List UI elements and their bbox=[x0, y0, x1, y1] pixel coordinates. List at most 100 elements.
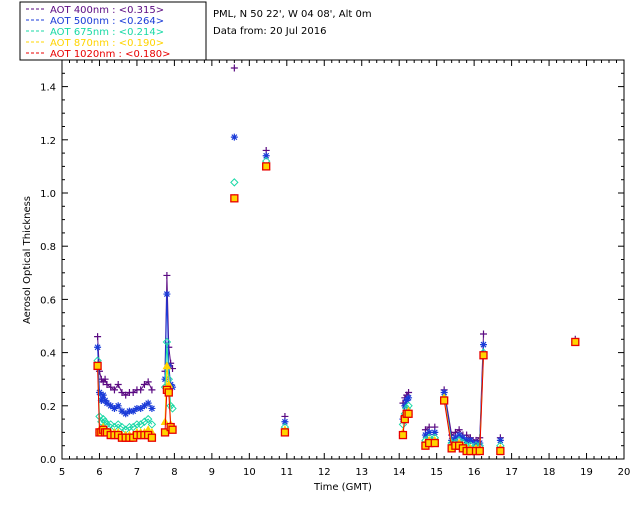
data-point bbox=[125, 407, 133, 415]
x-tick-label: 17 bbox=[505, 467, 518, 478]
data-point bbox=[97, 396, 105, 404]
data-point bbox=[110, 404, 118, 412]
site-label: PML, N 50 22', W 04 08', Alt 0m bbox=[213, 9, 372, 20]
data-point bbox=[472, 439, 480, 447]
data-point bbox=[129, 407, 137, 415]
data-point bbox=[144, 399, 152, 407]
data-point bbox=[101, 375, 109, 383]
data-point bbox=[148, 404, 156, 412]
data-point bbox=[421, 431, 429, 439]
x-tick-label: 6 bbox=[96, 467, 102, 478]
data-point bbox=[118, 407, 126, 415]
series-layer bbox=[93, 64, 580, 456]
data-point bbox=[93, 361, 102, 371]
legend-entry: AOT 870nm : <0.190> bbox=[50, 38, 164, 49]
legend-entry: AOT 400nm : <0.315> bbox=[50, 5, 164, 16]
data-point bbox=[463, 436, 471, 444]
data-point bbox=[103, 381, 111, 389]
plot-frame bbox=[61, 59, 625, 460]
legend-entry: AOT 500nm : <0.264> bbox=[50, 16, 164, 27]
y-tick-label: 0.8 bbox=[40, 242, 56, 253]
data-point bbox=[262, 152, 270, 160]
data-point bbox=[95, 389, 103, 396]
data-point bbox=[440, 396, 449, 405]
data-point bbox=[480, 341, 487, 349]
data-point bbox=[459, 434, 467, 442]
data-point bbox=[451, 434, 459, 442]
data-point bbox=[99, 391, 107, 399]
y-tick-label: 1.2 bbox=[40, 136, 56, 147]
data-point bbox=[162, 337, 172, 347]
data-point bbox=[147, 433, 157, 442]
data-point bbox=[166, 401, 175, 411]
series-line bbox=[97, 336, 153, 396]
data-point bbox=[140, 381, 148, 389]
data-point bbox=[280, 428, 290, 437]
y-tick-label: 1.0 bbox=[40, 189, 56, 200]
date-label: Data from: 20 Jul 2016 bbox=[213, 26, 326, 37]
data-point bbox=[122, 410, 130, 418]
data-point bbox=[140, 402, 148, 410]
data-point bbox=[571, 337, 580, 347]
data-point bbox=[405, 394, 413, 402]
y-axis-title: Aerosol Optical Thickness bbox=[22, 196, 33, 324]
data-point bbox=[133, 404, 141, 412]
x-axis-title: Time (GMT) bbox=[313, 482, 372, 493]
y-tick-label: 0.4 bbox=[40, 349, 56, 360]
x-tick-label: 11 bbox=[280, 467, 293, 478]
data-point bbox=[262, 162, 271, 171]
data-point bbox=[103, 399, 111, 407]
series-line bbox=[443, 352, 484, 447]
data-point bbox=[114, 402, 122, 410]
data-point bbox=[479, 351, 488, 360]
series-line bbox=[443, 355, 484, 449]
data-point bbox=[137, 404, 145, 412]
y-tick-label: 0.0 bbox=[40, 455, 56, 466]
x-tick-label: 15 bbox=[430, 467, 443, 478]
data-point bbox=[480, 330, 487, 338]
data-point bbox=[475, 446, 484, 456]
legend-entry: AOT 675nm : <0.214> bbox=[50, 27, 164, 38]
data-point bbox=[107, 383, 115, 391]
x-tick-label: 16 bbox=[468, 467, 481, 478]
data-point bbox=[110, 386, 118, 394]
data-point bbox=[425, 428, 433, 436]
data-point bbox=[496, 436, 504, 444]
data-point bbox=[137, 386, 145, 394]
data-point bbox=[143, 414, 153, 424]
series-aot1020 bbox=[93, 162, 580, 456]
legend: AOT 400nm : <0.315>AOT 500nm : <0.264>AO… bbox=[19, 1, 207, 61]
y-tick-label: 0.2 bbox=[40, 402, 56, 413]
legend-entry: AOT 1020nm : <0.180> bbox=[50, 49, 170, 60]
data-point bbox=[118, 389, 126, 396]
data-point bbox=[466, 436, 474, 444]
data-point bbox=[440, 389, 448, 396]
x-tick-label: 13 bbox=[355, 467, 368, 478]
x-tick-label: 12 bbox=[318, 467, 331, 478]
data-point bbox=[129, 389, 137, 396]
axis-ticks: 5 6 7 8 9 10 11 12 13 14 15 16 17 18 19 20 0.0 0.2 0.4 0.6 0… bbox=[40, 59, 631, 478]
x-tick-label: 8 bbox=[171, 467, 177, 478]
data-point bbox=[148, 386, 156, 394]
x-tick-label: 7 bbox=[134, 467, 140, 478]
x-tick-label: 20 bbox=[618, 467, 631, 478]
data-point bbox=[94, 343, 102, 351]
data-point bbox=[107, 402, 115, 410]
data-point bbox=[455, 431, 463, 439]
legend-box bbox=[19, 1, 207, 61]
data-point bbox=[144, 378, 152, 386]
data-point bbox=[230, 194, 239, 203]
data-point bbox=[230, 133, 238, 141]
series-line bbox=[443, 333, 484, 441]
data-point bbox=[163, 271, 171, 279]
y-tick-label: 1.4 bbox=[40, 83, 56, 94]
data-point bbox=[398, 430, 408, 440]
data-point bbox=[162, 361, 172, 370]
x-tick-label: 14 bbox=[393, 467, 406, 478]
y-tick-label: 0.6 bbox=[40, 295, 56, 306]
data-point bbox=[281, 418, 289, 426]
data-point bbox=[114, 381, 122, 389]
data-point bbox=[230, 178, 239, 187]
data-point bbox=[230, 64, 238, 72]
data-point bbox=[496, 446, 505, 456]
